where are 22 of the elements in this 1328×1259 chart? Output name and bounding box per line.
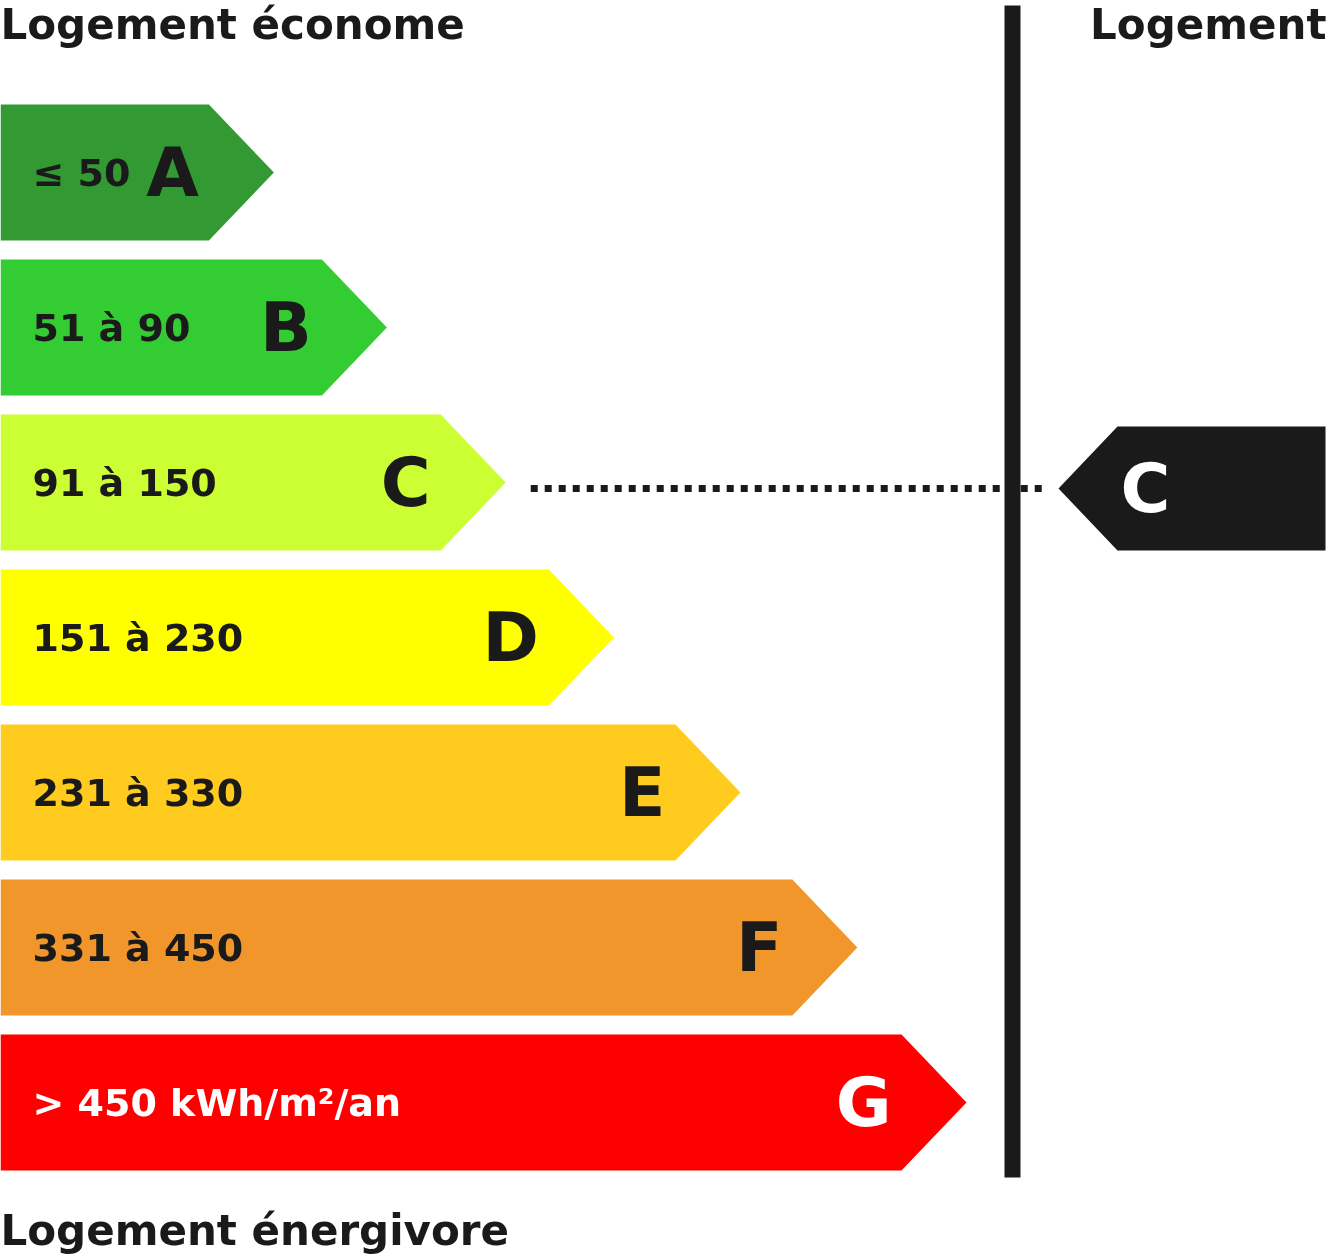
y-tick-label: B (260, 288, 312, 367)
text: C (1120, 449, 1171, 528)
annotation: > 450 kWh/m²/an (32, 1080, 402, 1125)
text: Logement (1090, 0, 1327, 49)
annotation: ≤ 50 (32, 150, 131, 195)
bar (0, 1034, 967, 1171)
bar (0, 724, 741, 861)
annotation: 51 à 90 (32, 305, 191, 350)
bar (0, 879, 858, 1016)
y-tick-label: E (619, 753, 666, 832)
y-tick-label: A (146, 133, 200, 212)
annotation: Logement énergivore (0, 1206, 509, 1255)
annotation: 331 à 450 (32, 925, 244, 970)
y-tick-label: D (482, 598, 539, 677)
y-tick-label: F (735, 908, 783, 987)
bar (0, 569, 614, 706)
bar (0, 414, 506, 551)
annotation: 91 à 150 (32, 460, 217, 505)
annotation: Logement économe (0, 0, 465, 49)
annotation: 231 à 330 (32, 770, 244, 815)
annotation: 151 à 230 (32, 615, 244, 660)
y-tick-label: G (835, 1063, 892, 1142)
